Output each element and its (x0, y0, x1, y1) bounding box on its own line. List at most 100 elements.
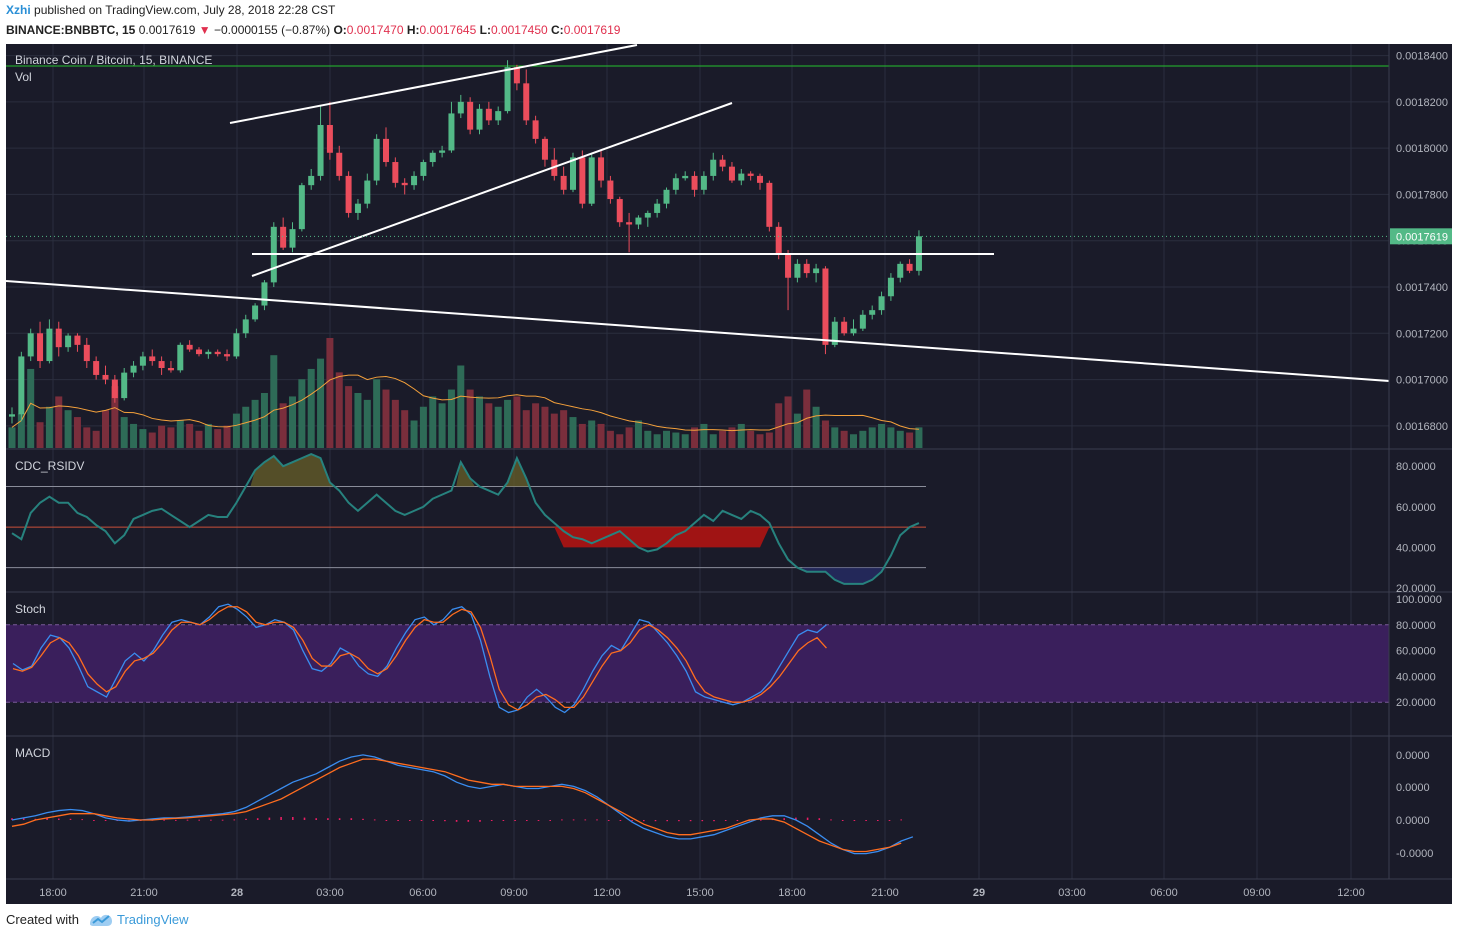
candle-body (308, 175, 315, 186)
macd-histogram-bar (362, 818, 364, 820)
candle-body (728, 166, 735, 181)
macd-histogram-bar (713, 820, 715, 822)
macd-histogram-bar (175, 819, 177, 821)
volume-bar (214, 429, 222, 448)
candle-body (186, 344, 193, 350)
macd-histogram-bar (198, 819, 200, 821)
candle-body (102, 374, 109, 380)
macd-histogram-bar (736, 820, 739, 821)
volume-bar (223, 425, 231, 448)
macd-histogram-bar (104, 820, 107, 821)
stoch-tick-label: 80.0000 (1396, 620, 1436, 632)
macd-histogram-bar (678, 820, 680, 822)
stoch-tick-label: 20.0000 (1396, 697, 1436, 709)
candle-body (111, 379, 118, 399)
candle-body (785, 254, 792, 278)
tradingview-logo-icon[interactable] (88, 910, 114, 928)
author-link[interactable]: Xzhi (6, 3, 31, 17)
candle-body (467, 101, 474, 130)
macd-histogram-bar (537, 820, 540, 821)
macd-histogram-bar (900, 819, 902, 821)
macd-histogram-bar (888, 820, 891, 821)
macd-tick-label: 0.0000 (1396, 815, 1430, 827)
volume-bar (204, 423, 212, 448)
candle-body (130, 365, 137, 373)
time-tick-label: 06:00 (409, 887, 437, 899)
candle-body (644, 212, 651, 218)
candle-body (74, 335, 81, 345)
price-change: −0.0000155 (−0.87%) (214, 23, 331, 37)
volume-bar (887, 427, 895, 448)
candle-body (336, 152, 343, 176)
macd-histogram-bar (654, 820, 657, 822)
stoch-pane[interactable] (6, 603, 1389, 714)
rsi-zone-fill (802, 567, 887, 584)
volume-bar (756, 434, 764, 448)
volume-bar (382, 389, 390, 448)
macd-histogram-bar (818, 818, 821, 820)
candle-body (775, 226, 782, 255)
macd-histogram-bar (643, 820, 645, 822)
rsi-pane[interactable] (6, 452, 926, 585)
macd-histogram-bar (280, 817, 282, 820)
candle-body (149, 356, 156, 362)
open-value: 0.0017470 (346, 23, 404, 37)
volume-bar (401, 410, 409, 448)
rsi-label: CDC_RSIDV (15, 459, 84, 473)
tradingview-brand-link[interactable]: TradingView (117, 912, 189, 927)
macd-histogram-bar (327, 818, 329, 820)
volume-bar (625, 427, 633, 448)
macd-histogram-bar (619, 820, 622, 821)
chart-svg[interactable]: 18:00 21:00 28 03:00 06:00 09:00 12:00 15:00 18:… (5, 44, 1452, 904)
macd-histogram-bar (572, 819, 575, 821)
macd-histogram-bar (221, 819, 224, 821)
macd-histogram-bar (11, 818, 13, 820)
macd-histogram-bar (631, 820, 633, 822)
macd-pane[interactable] (11, 754, 914, 855)
high-label: H: (406, 23, 420, 37)
high-value: 0.0017645 (419, 23, 477, 37)
candle-body (298, 185, 305, 230)
volume-bar (485, 403, 493, 448)
macd-label: MACD (15, 746, 51, 760)
volume-bar (242, 406, 250, 448)
candle-body (205, 351, 212, 355)
macd-histogram-bar (490, 820, 493, 821)
candle-body (401, 182, 408, 186)
macd-signal-line (11, 758, 902, 853)
volume-bar (307, 368, 315, 448)
candle-body (233, 333, 240, 357)
time-tick-label: 09:00 (1243, 887, 1271, 899)
volume-bar (606, 430, 614, 448)
candle-body (392, 162, 399, 183)
time-tick-label: 28 (231, 887, 243, 899)
candle-body (354, 203, 361, 213)
candle-body (616, 199, 623, 223)
volume-bar (700, 423, 708, 448)
chart-area[interactable]: 18:00 21:00 28 03:00 06:00 09:00 12:00 15:00 18:… (5, 44, 1452, 904)
candle-body (560, 175, 567, 190)
last-price-badge (1390, 228, 1452, 245)
rsi-line (11, 452, 920, 585)
symbol-label: BINANCE:BNBBTC, 15 (6, 23, 136, 37)
volume-bar (27, 368, 35, 448)
publish-line: Xzhi published on TradingView.com, July … (6, 3, 335, 17)
macd-histogram-bar (58, 818, 60, 820)
price-pane[interactable] (5, 44, 1390, 448)
volume-bar (176, 420, 184, 448)
volume-bar (522, 410, 530, 448)
candle-body (831, 321, 838, 345)
macd-histogram-bar (210, 819, 212, 821)
candle-body (579, 157, 586, 204)
volume-bar (532, 403, 540, 448)
rsi-tick-label: 60.0000 (1396, 502, 1436, 514)
volume-bar (64, 410, 72, 448)
macd-histogram-bar (806, 817, 809, 820)
volume-bar (8, 427, 16, 448)
volume-bar (158, 425, 166, 448)
candle-body (485, 108, 492, 121)
macd-histogram-bar (795, 817, 797, 820)
candle-body (719, 159, 726, 167)
time-tick-label: 03:00 (1058, 887, 1086, 899)
stoch-tick-label: 60.0000 (1396, 646, 1436, 658)
